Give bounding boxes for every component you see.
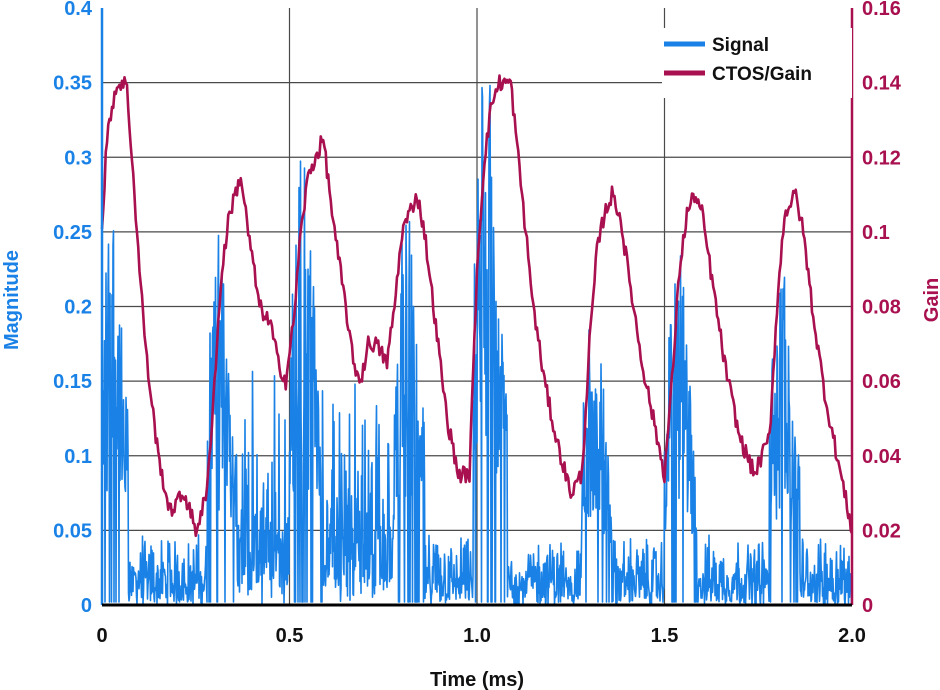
right-tick-label: 0.12 xyxy=(862,147,901,169)
gain-series xyxy=(100,74,854,538)
left-tick-label: 0.05 xyxy=(53,520,92,542)
x-tick-label: 0 xyxy=(96,625,107,647)
x-tick-label: 1.0 xyxy=(463,625,491,647)
left-tick-label: 0.4 xyxy=(64,0,93,20)
left-tick-label: 0.2 xyxy=(64,297,92,319)
legend-background xyxy=(662,28,852,98)
right-tick-label: 0.02 xyxy=(862,520,901,542)
right-tick-label: 0.16 xyxy=(862,0,901,20)
legend-label-signal: Signal xyxy=(712,35,769,56)
left-tick-label: 0 xyxy=(81,595,92,617)
gain-line xyxy=(100,74,854,538)
right-tick-label: 0.04 xyxy=(862,446,902,468)
right-tick-label: 0.1 xyxy=(862,222,890,244)
right-axis-title: Gain xyxy=(921,278,940,322)
plot-frame xyxy=(100,8,854,607)
left-tick-label: 0.15 xyxy=(53,371,92,393)
signal-series xyxy=(101,84,853,606)
right-tick-label: 0.08 xyxy=(862,297,901,319)
left-tick-label: 0.1 xyxy=(64,446,92,468)
right-tick-label: 0.06 xyxy=(862,371,901,393)
x-tick-label: 2.0 xyxy=(838,625,866,647)
x-axis-ticks: 0 0.5 1.0 1.5 2.0 xyxy=(96,625,865,647)
x-tick-label: 0.5 xyxy=(276,625,304,647)
right-tick-label: 0 xyxy=(862,595,873,617)
left-tick-label: 0.25 xyxy=(53,222,92,244)
left-tick-label: 0.3 xyxy=(64,147,92,169)
right-axis-ticks: 0 0.02 0.04 0.06 0.08 0.1 0.12 0.14 0.16 xyxy=(862,0,902,617)
legend: Signal CTOS/Gain xyxy=(662,28,852,98)
left-tick-label: 0.35 xyxy=(53,73,92,95)
legend-label-gain: CTOS/Gain xyxy=(712,64,812,85)
left-axis-title: Magnitude xyxy=(1,250,23,350)
signal-line xyxy=(101,84,853,606)
x-axis-title: Time (ms) xyxy=(430,669,524,690)
right-tick-label: 0.14 xyxy=(862,73,902,95)
x-tick-label: 1.5 xyxy=(651,625,679,647)
left-axis-ticks: 0 0.05 0.1 0.15 0.2 0.25 0.3 0.35 0.4 xyxy=(53,0,93,617)
